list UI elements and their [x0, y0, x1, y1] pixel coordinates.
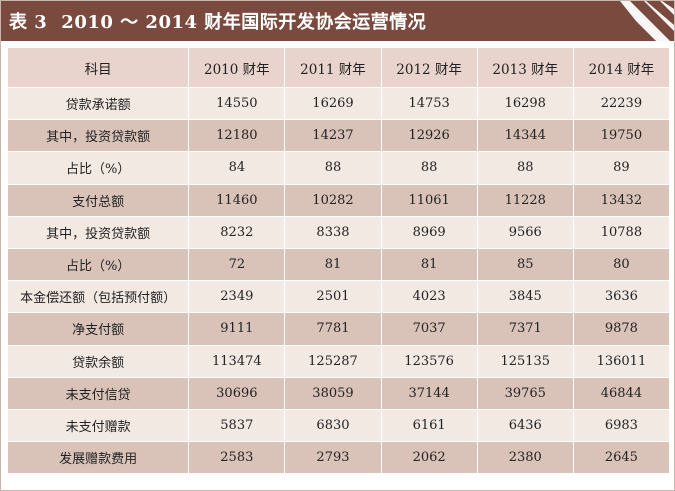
row-label: 支付总额 [6, 183, 190, 217]
table-cell: 81 [380, 247, 478, 282]
table-cell: 39765 [476, 376, 574, 410]
row-label: 未支付信贷 [6, 376, 190, 410]
header-row: 科目 2010 财年 2011 财年 2012 财年 2013 财年 2014 … [6, 47, 671, 88]
table-row: 贷款余额 113474 125287 123576 125135 136011 [6, 344, 671, 378]
table-cell: 123576 [380, 344, 478, 378]
table-cell: 80 [572, 247, 671, 282]
table-cell: 2583 [188, 441, 286, 475]
table-cell: 2349 [188, 280, 286, 314]
table-title-bar: 表 3 2010 ～ 2014 财年国际开发协会运营情况 [1, 1, 674, 41]
table-cell: 30696 [188, 376, 286, 410]
table-cell: 113474 [188, 344, 286, 378]
row-label: 贷款余额 [6, 344, 190, 378]
table-cell: 10282 [284, 183, 382, 217]
row-label: 发展赠款费用 [6, 441, 190, 475]
table-cell: 89 [572, 151, 671, 185]
row-label: 未支付赠款 [6, 408, 190, 443]
table-cell: 11460 [188, 183, 286, 217]
table-cell: 12180 [188, 119, 286, 153]
table-cell: 125135 [476, 344, 574, 378]
table-cell: 37144 [380, 376, 478, 410]
table-row: 未支付信贷 30696 38059 37144 39765 46844 [6, 376, 671, 410]
table-cell: 19750 [572, 119, 671, 153]
table-cell: 125287 [284, 344, 382, 378]
header-cell: 2013 财年 [476, 47, 574, 88]
table-cell: 6983 [572, 408, 671, 443]
table-cell: 9566 [476, 215, 574, 249]
table-row: 占比（%） 72 81 81 85 80 [6, 247, 671, 282]
table-cell: 9111 [188, 312, 286, 346]
row-label: 净支付额 [6, 312, 190, 346]
table-cell: 8232 [188, 215, 286, 249]
table-cell: 6436 [476, 408, 574, 443]
table-cell: 2501 [284, 280, 382, 314]
table-cell: 10788 [572, 215, 671, 249]
row-label: 占比（%） [6, 151, 190, 185]
table-row: 支付总额 11460 10282 11061 11228 13432 [6, 183, 671, 217]
table-cell: 38059 [284, 376, 382, 410]
table-row: 本金偿还额（包括预付额） 2349 2501 4023 3845 3636 [6, 280, 671, 314]
table-cell: 11061 [380, 183, 478, 217]
table-cell: 72 [188, 247, 286, 282]
table-cell: 16269 [284, 86, 382, 121]
table-cell: 84 [188, 151, 286, 185]
table-row: 占比（%） 84 88 88 88 89 [6, 151, 671, 185]
table-cell: 2062 [380, 441, 478, 475]
table-cell: 16298 [476, 86, 574, 121]
row-label: 其中，投资贷款额 [6, 119, 190, 153]
table-cell: 2645 [572, 441, 671, 475]
table-cell: 5837 [188, 408, 286, 443]
table-cell: 7781 [284, 312, 382, 346]
table-cell: 88 [380, 151, 478, 185]
table-cell: 85 [476, 247, 574, 282]
table-row: 其中，投资贷款额 12180 14237 12926 14344 19750 [6, 119, 671, 153]
table-cell: 88 [284, 151, 382, 185]
table-cell: 14237 [284, 119, 382, 153]
row-label: 其中，投资贷款额 [6, 215, 190, 249]
table-row: 发展赠款费用 2583 2793 2062 2380 2645 [6, 441, 671, 475]
table-cell: 3636 [572, 280, 671, 314]
row-label: 贷款承诺额 [6, 86, 190, 121]
table-cell: 4023 [380, 280, 478, 314]
row-label: 本金偿还额（包括预付额） [6, 280, 190, 314]
table-cell: 12926 [380, 119, 478, 153]
operations-table: 科目 2010 财年 2011 财年 2012 财年 2013 财年 2014 … [6, 47, 671, 475]
table-cell: 8338 [284, 215, 382, 249]
header-cell: 科目 [6, 47, 190, 88]
table-row: 净支付额 9111 7781 7037 7371 9878 [6, 312, 671, 346]
header-cell: 2010 财年 [188, 47, 286, 88]
header-cell: 2011 财年 [284, 47, 382, 88]
table-cell: 8969 [380, 215, 478, 249]
header-cell: 2014 财年 [572, 47, 671, 88]
table-cell: 9878 [572, 312, 671, 346]
corner-decoration-icon [620, 1, 674, 41]
table-cell: 7371 [476, 312, 574, 346]
table-cell: 81 [284, 247, 382, 282]
table-cell: 7037 [380, 312, 478, 346]
table-number: 表 3 [9, 12, 48, 33]
table-cell: 3845 [476, 280, 574, 314]
header-cell: 2012 财年 [380, 47, 478, 88]
table-cell: 46844 [572, 376, 671, 410]
table-row: 贷款承诺额 14550 16269 14753 16298 22239 [6, 86, 671, 121]
table-cell: 11228 [476, 183, 574, 217]
table-cell: 88 [476, 151, 574, 185]
table-cell: 6161 [380, 408, 478, 443]
table-cell: 14344 [476, 119, 574, 153]
table-cell: 14753 [380, 86, 478, 121]
table-cell: 136011 [572, 344, 671, 378]
table-title: 2010 ～ 2014 财年国际开发协会运营情况 [61, 12, 427, 33]
row-label: 占比（%） [6, 247, 190, 282]
table-row: 其中，投资贷款额 8232 8338 8969 9566 10788 [6, 215, 671, 249]
table-cell: 2793 [284, 441, 382, 475]
table-row: 未支付赠款 5837 6830 6161 6436 6983 [6, 408, 671, 443]
table-cell: 22239 [572, 86, 671, 121]
table-cell: 13432 [572, 183, 671, 217]
table-cell: 6830 [284, 408, 382, 443]
table-cell: 2380 [476, 441, 574, 475]
table-cell: 14550 [188, 86, 286, 121]
